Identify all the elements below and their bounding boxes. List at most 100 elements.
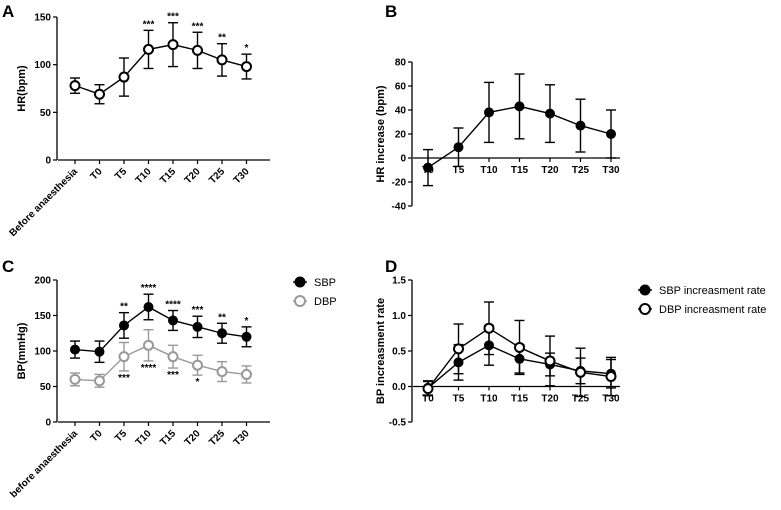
data-point xyxy=(119,320,129,331)
x-tick-label: T30 xyxy=(602,394,620,405)
y-tick-label: 100 xyxy=(34,60,51,71)
x-tick-label: T5 xyxy=(453,394,465,405)
x-tick-label: T0 xyxy=(89,166,105,182)
y-tick-label: -20 xyxy=(392,178,407,189)
x-tick-label: T25 xyxy=(572,394,590,405)
data-point xyxy=(118,351,130,363)
x-tick-label: T15 xyxy=(158,428,178,448)
x-tick-label: T0 xyxy=(422,394,434,405)
chart-panel-b: -40-20020406080T0T5T10T15T20T25T30HR inc… xyxy=(375,58,620,213)
panel-letter-b: B xyxy=(385,2,397,21)
x-tick-label: T30 xyxy=(602,165,620,176)
data-point xyxy=(143,301,154,312)
legend: SBP DBP xyxy=(293,276,337,308)
x-tick-label: T15 xyxy=(511,394,529,405)
y-tick-label: 0 xyxy=(45,156,51,167)
panel-letter-c: C xyxy=(2,257,14,276)
x-tick-label: T5 xyxy=(113,428,129,444)
data-point xyxy=(216,366,228,378)
legend-marker xyxy=(639,284,651,296)
x-tick-label: T30 xyxy=(232,166,252,186)
y-tick-label: 50 xyxy=(40,382,52,393)
panel-letter-d: D xyxy=(385,257,397,276)
y-tick-label: -40 xyxy=(392,202,407,213)
significance-marker-below: * xyxy=(196,377,200,388)
x-tick-label: T5 xyxy=(113,166,129,182)
x-tick-label: T25 xyxy=(207,428,227,448)
data-point xyxy=(192,44,203,56)
data-point xyxy=(241,61,252,73)
y-tick-label: 40 xyxy=(395,106,407,117)
x-tick-label: T25 xyxy=(207,166,227,186)
data-point xyxy=(168,315,178,326)
y-tick-label: 20 xyxy=(395,130,407,141)
data-point xyxy=(422,383,434,395)
y-tick-label: 0 xyxy=(400,154,406,165)
significance-marker-above: *** xyxy=(192,21,204,32)
legend-marker xyxy=(294,295,306,307)
y-tick-label: -0.5 xyxy=(389,418,407,429)
significance-marker-above: *** xyxy=(143,19,155,30)
series-sbp xyxy=(70,293,252,364)
data-point xyxy=(606,129,616,139)
data-point xyxy=(483,322,495,334)
data-point xyxy=(423,162,433,173)
data-point xyxy=(192,359,203,371)
data-point xyxy=(70,344,80,355)
significance-marker-above: *** xyxy=(167,12,179,23)
panel-letter-a: A xyxy=(2,2,14,21)
data-point xyxy=(192,321,203,332)
data-point xyxy=(575,120,586,131)
series-hr xyxy=(69,22,252,105)
data-point xyxy=(216,54,228,66)
data-point xyxy=(484,107,494,118)
x-tick-label: T5 xyxy=(453,165,465,176)
data-point xyxy=(69,80,81,92)
y-tick-label: 80 xyxy=(395,58,407,69)
significance-marker-above: ** xyxy=(218,33,226,44)
y-tick-label: 150 xyxy=(34,311,51,322)
x-tick-label: before anaesthesia xyxy=(8,428,80,500)
legend-label: DBP increasment rate xyxy=(659,304,766,316)
data-point xyxy=(94,88,105,100)
data-point xyxy=(544,355,556,367)
x-tick-label: T20 xyxy=(541,165,559,176)
y-tick-label: 1.0 xyxy=(392,311,406,322)
x-tick-label: T30 xyxy=(232,428,252,448)
significance-marker-above: * xyxy=(245,43,249,54)
y-tick-label: 150 xyxy=(34,13,51,24)
x-tick-label: T10 xyxy=(480,394,498,405)
y-axis-title: HR(bpm) xyxy=(16,65,28,112)
significance-marker-above: **** xyxy=(165,300,181,311)
data-point xyxy=(241,331,252,342)
x-tick-label: T20 xyxy=(541,394,559,405)
legend-label: SBP increasment rate xyxy=(659,285,766,297)
y-tick-label: 0.0 xyxy=(392,382,406,393)
y-tick-label: 50 xyxy=(40,108,52,119)
data-point xyxy=(514,341,525,353)
x-tick-label: T25 xyxy=(572,165,590,176)
x-tick-label: T20 xyxy=(183,166,203,186)
data-point xyxy=(143,339,154,351)
x-tick-label: T10 xyxy=(480,165,498,176)
legend-marker xyxy=(294,276,306,288)
y-tick-label: 0 xyxy=(45,418,51,429)
data-point xyxy=(143,43,154,55)
significance-marker-below: *** xyxy=(118,373,130,384)
data-point xyxy=(453,142,464,153)
significance-marker-above: * xyxy=(245,316,249,327)
data-point xyxy=(514,101,525,112)
y-tick-label: 1.5 xyxy=(392,276,406,287)
data-point xyxy=(118,71,130,83)
legend-label: DBP xyxy=(314,296,337,308)
y-tick-label: 100 xyxy=(34,347,51,358)
significance-marker-above: *** xyxy=(192,305,204,316)
x-tick-label: T10 xyxy=(134,166,154,186)
significance-marker-below: *** xyxy=(167,370,179,381)
y-axis-title: BP(mmHg) xyxy=(16,322,28,379)
significance-marker-above: **** xyxy=(141,283,157,294)
series-line xyxy=(74,43,247,95)
data-point xyxy=(453,343,464,355)
chart-panel-a: 0 50 100 150 Before anaesthesia T0 T5 T10 T15 T20… xyxy=(7,12,270,239)
